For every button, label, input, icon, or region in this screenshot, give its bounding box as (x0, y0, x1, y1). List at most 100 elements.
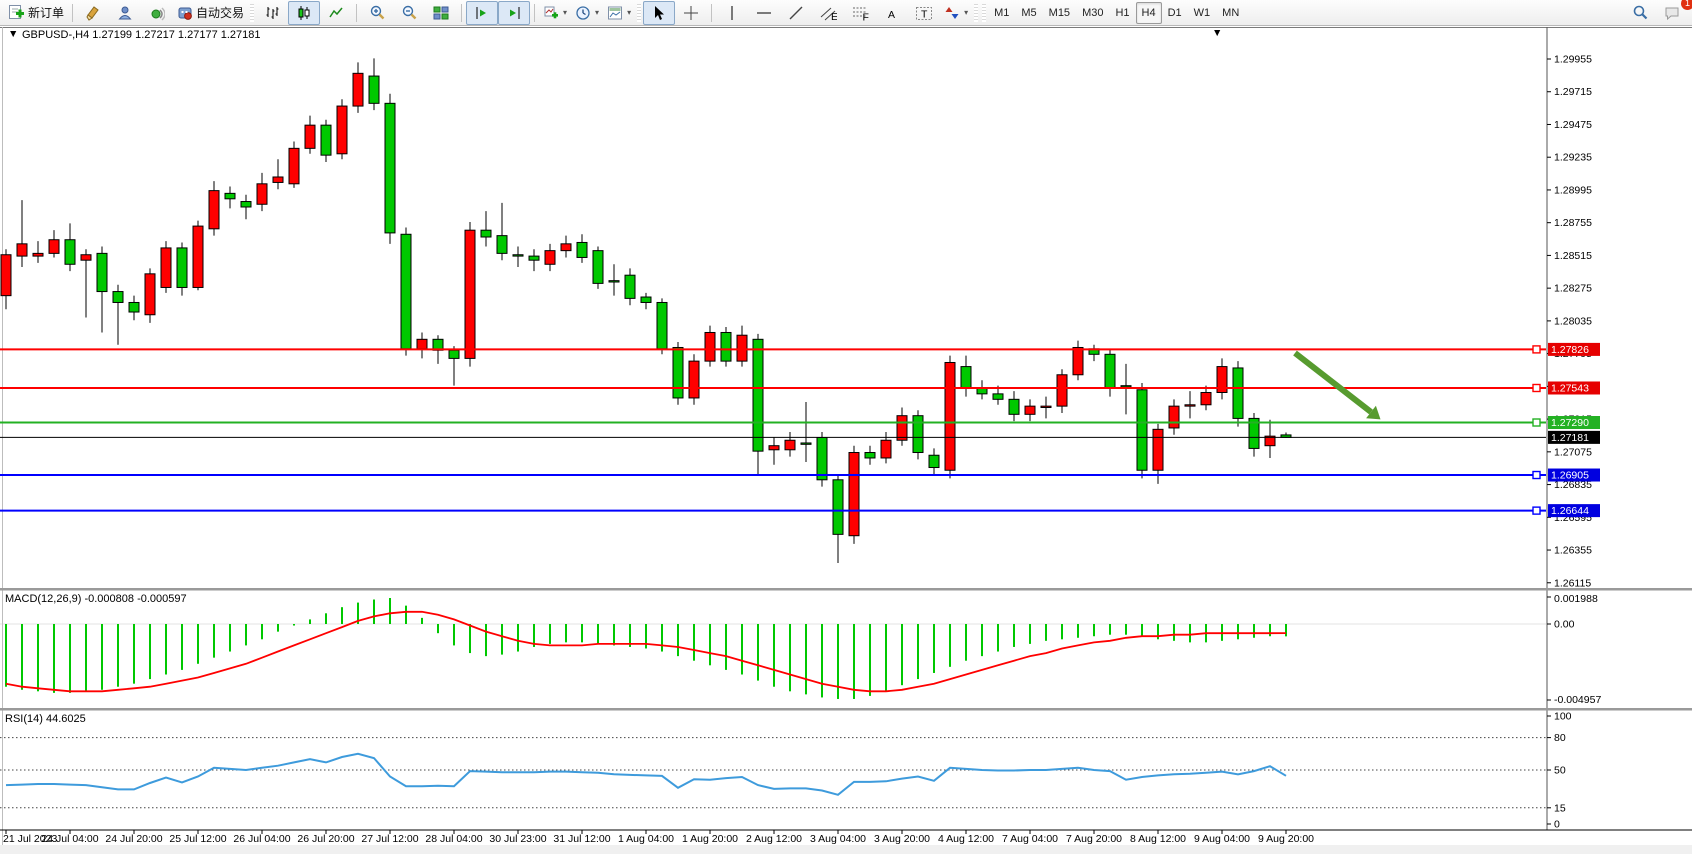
line-handle[interactable] (1532, 418, 1541, 427)
trendline-button[interactable] (780, 1, 812, 25)
price-tick-label: 1.27075 (1554, 446, 1592, 458)
indicators-icon (543, 5, 559, 21)
timeframe-m30-button[interactable]: M30 (1082, 6, 1104, 19)
toolbar: 新订单 自动交易 ▾ ▾ ▾ E F A T ▾ M1 M5 M15 M30 H1 H4 D1 W1 MN 1 (0, 0, 1692, 26)
chevron-down-icon[interactable]: ▾ (563, 8, 568, 17)
templates-button[interactable]: ▾ (603, 1, 635, 25)
candle (176, 242, 188, 296)
chart-dropdown-icon[interactable]: ▼ (8, 28, 18, 40)
candle (272, 159, 284, 190)
timeframe-m1-button[interactable]: M1 (994, 6, 1010, 19)
timeframe-h4-button[interactable]: H4 (1135, 1, 1162, 24)
candle (464, 221, 476, 367)
line-chart-button[interactable] (320, 1, 352, 25)
svg-text:E: E (831, 11, 837, 21)
timeframe-m15-button[interactable]: M15 (1048, 6, 1071, 19)
timeframe-h1-button[interactable]: H1 (1115, 6, 1130, 19)
alerts-button[interactable] (141, 1, 173, 25)
svg-text:A: A (888, 9, 895, 21)
toolbar-grip[interactable] (637, 3, 642, 22)
candle (672, 342, 684, 405)
search-button[interactable] (1624, 1, 1656, 25)
candle (1024, 399, 1036, 422)
candle (864, 445, 876, 465)
time-tick-label: 7 Aug 04:00 (1002, 833, 1058, 845)
macd-tick-label: 0.001988 (1554, 593, 1598, 605)
notifications-button[interactable]: 1 (1656, 0, 1692, 25)
price-tick-label: 1.29955 (1554, 54, 1592, 66)
chevron-down-icon[interactable]: ▾ (627, 8, 632, 17)
candle (1008, 391, 1020, 422)
panel-separator[interactable] (0, 708, 1692, 711)
time-tick-label: 4 Aug 12:00 (938, 833, 994, 845)
chevron-down-icon[interactable]: ▾ (595, 8, 600, 17)
chevron-down-icon[interactable]: ▾ (964, 8, 969, 17)
indicators-button[interactable]: ▾ (539, 1, 571, 25)
toolbar-grip[interactable] (982, 3, 987, 22)
toolbar-grip[interactable] (974, 3, 979, 22)
candle (736, 325, 748, 367)
line-handle[interactable] (1532, 383, 1541, 393)
toolbar-separator (356, 3, 358, 22)
candle (656, 298, 668, 355)
fibonacci-button[interactable]: F (844, 1, 876, 25)
new-order-button[interactable]: 新订单 (4, 1, 68, 25)
chart-expand-marker-icon[interactable]: ▼ (1212, 27, 1222, 39)
zoom-out-button[interactable] (393, 1, 425, 25)
auto-scroll-button[interactable] (466, 0, 499, 25)
timeframe-d1-button[interactable]: D1 (1167, 6, 1182, 19)
zoomout-icon (401, 4, 418, 21)
line-handle[interactable] (1532, 506, 1541, 515)
crosshair-icon (683, 5, 699, 21)
timeframe-mn-button[interactable]: MN (1222, 6, 1240, 19)
profiles-button[interactable] (109, 1, 141, 25)
candles-icon (296, 5, 312, 21)
trend-arrow-annotation[interactable] (1293, 350, 1381, 420)
chart-shift-button[interactable] (498, 0, 531, 25)
timeframe-w1-button[interactable]: W1 (1193, 6, 1211, 19)
text-button[interactable]: A (876, 1, 908, 25)
equidistant-channel-button[interactable]: E (812, 1, 844, 25)
candle (1152, 423, 1164, 484)
time-tick-label: 24 Jul 04:00 (41, 833, 98, 845)
line-handle[interactable] (1532, 345, 1541, 354)
styler-icon (85, 5, 101, 21)
styles-button[interactable] (77, 1, 109, 25)
candle (928, 448, 940, 476)
autotrading-button[interactable]: 自动交易 (173, 1, 248, 25)
price-axis[interactable]: 1.29955 1.29715 1.29475 1.29235 1.28995 1.287… (1547, 54, 1592, 590)
svg-text:1.27826: 1.27826 (1551, 344, 1589, 356)
chart-background (0, 26, 1692, 854)
candle (512, 246, 524, 268)
vertical-line-button[interactable] (716, 1, 748, 25)
rsi-tick-label: 0 (1554, 819, 1560, 831)
alerts-icon (149, 5, 166, 21)
candle (1216, 358, 1228, 400)
line-handle[interactable] (1532, 470, 1541, 480)
timeframe-m5-button[interactable]: M5 (1021, 6, 1037, 19)
candlestick-chart-button[interactable] (288, 0, 321, 25)
candle (336, 99, 348, 160)
tile-windows-button[interactable] (425, 1, 457, 25)
horizontal-line-button[interactable] (748, 1, 780, 25)
periods-button[interactable]: ▾ (571, 1, 603, 25)
chart-title: GBPUSD-,H4 1.27199 1.27217 1.27177 1.271… (22, 29, 261, 41)
candle (784, 432, 796, 457)
shift-icon (506, 5, 522, 21)
time-tick-label: 9 Aug 04:00 (1194, 833, 1250, 845)
bar-chart-button[interactable] (256, 1, 288, 25)
arrows-button[interactable]: ▾ (940, 1, 972, 25)
cursor-button[interactable] (643, 0, 676, 25)
toolbar-grip[interactable] (250, 3, 255, 22)
crosshair-button[interactable] (675, 1, 707, 25)
panel-separator[interactable] (0, 588, 1692, 591)
zoom-in-button[interactable] (361, 1, 393, 25)
text-label-button[interactable]: T (908, 1, 940, 25)
macd-panel: MACD(12,26,9) -0.000808 -0.000597 0.00198… (0, 593, 1601, 706)
candle (528, 249, 540, 272)
macd-label: MACD(12,26,9) -0.000808 -0.000597 (5, 593, 187, 605)
price-tick-label: 1.28755 (1554, 217, 1592, 229)
